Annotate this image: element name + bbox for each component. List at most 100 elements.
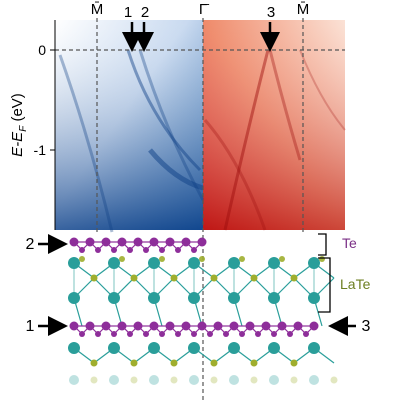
te-atom (229, 321, 239, 331)
la-atom (68, 342, 80, 354)
te-small-atom (170, 274, 178, 282)
arrow-label-3: 3 (267, 4, 275, 21)
te-atom (309, 321, 319, 331)
la-atom-faded (309, 375, 319, 385)
la-atom (188, 342, 200, 354)
te-atom (191, 331, 197, 337)
te-atom (95, 331, 101, 337)
te-small-atom (159, 256, 165, 262)
te-small-atom (290, 359, 298, 367)
te-atom (111, 247, 117, 253)
marker-label-2: 2 (26, 236, 35, 253)
te-small-atom-faded (170, 376, 178, 384)
y-tick-minus1: -1 (34, 142, 47, 158)
te-atom (117, 237, 127, 247)
la-atom-faded (109, 375, 119, 385)
la-atom (308, 342, 320, 354)
la-atom (68, 257, 80, 269)
te-atom (143, 331, 149, 337)
te-atom (85, 237, 95, 247)
te-atom (175, 247, 181, 253)
te-atom (181, 237, 191, 247)
y-axis-label: E-EF (eV) (9, 93, 29, 157)
te-atom (117, 321, 127, 331)
te-atom (85, 321, 95, 331)
te-small-atom-faded (130, 376, 138, 384)
la-atom (308, 257, 320, 269)
te-atom (127, 331, 133, 337)
te-atom (79, 331, 85, 337)
te-atom (213, 321, 223, 331)
te-small-atom-faded (330, 376, 338, 384)
te-small-atom (319, 256, 325, 262)
te-small-atom (250, 359, 258, 367)
te-atom (255, 331, 261, 337)
te-small-atom (170, 359, 178, 367)
te-atom (127, 247, 133, 253)
te-small-atom (119, 256, 125, 262)
te-atom (101, 237, 111, 247)
te-atom (175, 331, 181, 337)
te-atom (197, 237, 207, 247)
te-atom (69, 237, 79, 247)
layer-brackets: Te LaTe (318, 233, 371, 313)
te-atom (271, 331, 277, 337)
te-atom (287, 331, 293, 337)
la-atom (268, 342, 280, 354)
te-small-atom (199, 256, 205, 262)
te-small-atom (239, 256, 245, 262)
te-atom (303, 331, 309, 337)
te-atom (223, 331, 229, 337)
la-atom-faded (189, 375, 199, 385)
te-small-atom-faded (290, 376, 298, 384)
te-small-atom (130, 359, 138, 367)
la-atom (228, 342, 240, 354)
late-label: LaTe (340, 276, 371, 292)
te-atom (159, 247, 165, 253)
te-small-atom-faded (250, 376, 258, 384)
te-small-atom (130, 274, 138, 282)
te-atom (149, 321, 159, 331)
te-atom (181, 321, 191, 331)
te-atom (79, 247, 85, 253)
te-atom (293, 321, 303, 331)
band-right-3 (203, 119, 267, 231)
te-atom (159, 331, 165, 337)
te-atom (191, 247, 197, 253)
late-bracket (318, 257, 331, 313)
band-right-4 (299, 49, 346, 131)
te-atom (239, 331, 245, 337)
te-small-atom (290, 274, 298, 282)
la-atom (108, 257, 120, 269)
la-atom-faded (149, 375, 159, 385)
te-small-atom-faded (90, 376, 98, 384)
arrow-label-1: 1 (124, 4, 132, 21)
k-label-gamma: Γ̄ (199, 1, 209, 18)
band-left-4 (148, 148, 204, 191)
marker-label-3: 3 (362, 318, 371, 335)
te-label: Te (342, 235, 357, 251)
te-atom (143, 247, 149, 253)
te-atom (149, 237, 159, 247)
te-small-atom (79, 256, 85, 262)
te-atom (101, 321, 111, 331)
la-atom (68, 292, 80, 304)
la-atom (228, 257, 240, 269)
la-atom (268, 292, 280, 304)
la-atom (268, 257, 280, 269)
arpes-panel: M̄ Γ̄ M̄ 1 2 3 0 -1 E-EF (eV) (9, 1, 346, 400)
marker-label-1: 1 (26, 318, 35, 335)
te-atom (197, 321, 207, 331)
te-atom (133, 321, 143, 331)
te-small-atom (279, 256, 285, 262)
te-atom (165, 321, 175, 331)
la-atom (228, 292, 240, 304)
te-atom (95, 247, 101, 253)
crystal-structure (68, 237, 338, 385)
te-atom (261, 321, 271, 331)
te-small-atom (210, 274, 218, 282)
te-atom (69, 321, 79, 331)
la-atom (308, 292, 320, 304)
te-bracket (318, 233, 327, 256)
